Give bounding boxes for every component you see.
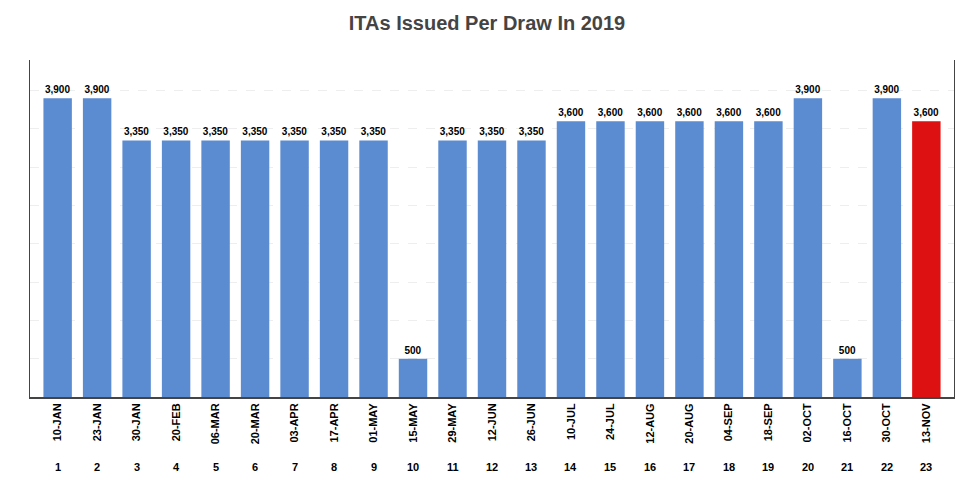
svg-text:500: 500 bbox=[404, 345, 421, 356]
svg-text:19: 19 bbox=[762, 461, 774, 473]
svg-text:17-APR: 17-APR bbox=[328, 403, 340, 442]
svg-text:ITAs Issued Per Draw In 2019: ITAs Issued Per Draw In 2019 bbox=[349, 12, 625, 34]
svg-text:13: 13 bbox=[525, 461, 537, 473]
svg-text:9: 9 bbox=[371, 461, 377, 473]
svg-text:3,900: 3,900 bbox=[795, 84, 820, 95]
svg-text:14: 14 bbox=[564, 461, 577, 473]
svg-text:3,350: 3,350 bbox=[321, 126, 346, 137]
svg-text:12: 12 bbox=[486, 461, 498, 473]
svg-text:3,600: 3,600 bbox=[756, 107, 781, 118]
svg-text:3,350: 3,350 bbox=[203, 126, 228, 137]
svg-text:3,350: 3,350 bbox=[282, 126, 307, 137]
svg-text:3,600: 3,600 bbox=[716, 107, 741, 118]
svg-text:3,350: 3,350 bbox=[440, 126, 465, 137]
svg-text:26-JUN: 26-JUN bbox=[525, 403, 537, 441]
svg-text:3,600: 3,600 bbox=[677, 107, 702, 118]
svg-text:5: 5 bbox=[213, 461, 219, 473]
svg-text:500: 500 bbox=[839, 345, 856, 356]
svg-text:10: 10 bbox=[407, 461, 419, 473]
svg-text:3,600: 3,600 bbox=[914, 107, 939, 118]
svg-text:11: 11 bbox=[447, 461, 459, 473]
svg-text:15-MAY: 15-MAY bbox=[407, 403, 419, 443]
svg-text:18: 18 bbox=[723, 461, 735, 473]
svg-text:3,350: 3,350 bbox=[242, 126, 267, 137]
svg-text:01-MAY: 01-MAY bbox=[367, 403, 379, 443]
svg-text:21: 21 bbox=[841, 461, 853, 473]
svg-text:29-MAY: 29-MAY bbox=[446, 403, 458, 443]
svg-text:13-NOV: 13-NOV bbox=[920, 403, 932, 443]
svg-text:24-JUL: 24-JUL bbox=[604, 403, 616, 440]
svg-text:20-MAR: 20-MAR bbox=[249, 403, 261, 444]
svg-text:30-JAN: 30-JAN bbox=[130, 403, 142, 441]
svg-text:17: 17 bbox=[683, 461, 695, 473]
svg-text:12-JUN: 12-JUN bbox=[486, 403, 498, 441]
svg-text:3,350: 3,350 bbox=[361, 126, 386, 137]
svg-text:1: 1 bbox=[55, 461, 61, 473]
svg-text:3: 3 bbox=[134, 461, 140, 473]
svg-text:12-AUG: 12-AUG bbox=[644, 403, 656, 443]
svg-text:20: 20 bbox=[802, 461, 814, 473]
svg-text:18-SEP: 18-SEP bbox=[762, 403, 774, 441]
svg-text:3,900: 3,900 bbox=[45, 84, 70, 95]
svg-text:3,600: 3,600 bbox=[637, 107, 662, 118]
svg-text:3,350: 3,350 bbox=[124, 126, 149, 137]
svg-text:16-OCT: 16-OCT bbox=[841, 403, 853, 442]
svg-text:3,900: 3,900 bbox=[874, 84, 899, 95]
svg-text:04-SEP: 04-SEP bbox=[722, 403, 734, 441]
svg-text:20-FEB: 20-FEB bbox=[170, 403, 182, 441]
svg-text:3,600: 3,600 bbox=[598, 107, 623, 118]
svg-text:8: 8 bbox=[331, 461, 337, 473]
svg-text:20-AUG: 20-AUG bbox=[683, 403, 695, 443]
svg-text:23-JAN: 23-JAN bbox=[91, 403, 103, 441]
svg-text:2: 2 bbox=[94, 461, 100, 473]
svg-text:7: 7 bbox=[292, 461, 298, 473]
svg-text:30-OCT: 30-OCT bbox=[880, 403, 892, 442]
svg-text:3,900: 3,900 bbox=[84, 84, 109, 95]
svg-text:22: 22 bbox=[881, 461, 893, 473]
svg-text:3,600: 3,600 bbox=[558, 107, 583, 118]
svg-text:16: 16 bbox=[644, 461, 656, 473]
svg-text:6: 6 bbox=[252, 461, 258, 473]
svg-text:10-JAN: 10-JAN bbox=[51, 403, 63, 441]
svg-text:3,350: 3,350 bbox=[519, 126, 544, 137]
svg-text:03-APR: 03-APR bbox=[288, 403, 300, 442]
svg-text:06-MAR: 06-MAR bbox=[209, 403, 221, 444]
svg-text:4: 4 bbox=[173, 461, 180, 473]
svg-text:3,350: 3,350 bbox=[163, 126, 188, 137]
svg-text:3,350: 3,350 bbox=[479, 126, 504, 137]
svg-text:23: 23 bbox=[920, 461, 932, 473]
svg-text:15: 15 bbox=[604, 461, 616, 473]
svg-text:10-JUL: 10-JUL bbox=[565, 403, 577, 440]
svg-text:02-OCT: 02-OCT bbox=[801, 403, 813, 442]
